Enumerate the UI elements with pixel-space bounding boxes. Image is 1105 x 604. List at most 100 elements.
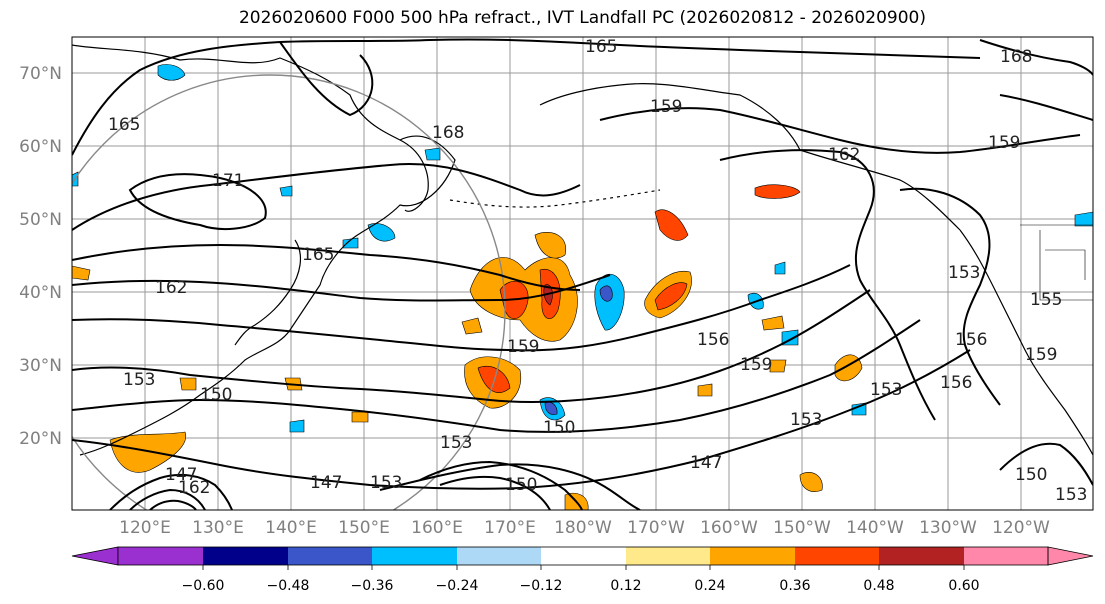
contour-label: 171 bbox=[212, 171, 244, 191]
contour-label: 147 bbox=[690, 453, 722, 473]
lon-label: 180°W bbox=[554, 518, 612, 538]
contour-label: 153 bbox=[370, 473, 402, 493]
contour-label: 162 bbox=[828, 145, 860, 165]
colorbar-segment bbox=[203, 547, 288, 565]
contour-line bbox=[439, 475, 551, 510]
colorbar-segment bbox=[288, 547, 372, 565]
japan-coastline bbox=[234, 239, 302, 346]
contour-line bbox=[979, 39, 1093, 76]
contour-line bbox=[72, 243, 581, 291]
lat-label: 50°N bbox=[19, 210, 62, 230]
negative-anomaly-patch bbox=[72, 147, 1093, 433]
lon-label: 150°W bbox=[773, 518, 831, 538]
contour-line bbox=[72, 349, 971, 490]
lon-label: 150°E bbox=[338, 518, 390, 538]
colorbar-segment bbox=[795, 547, 879, 565]
positive-anomaly-patch bbox=[72, 265, 91, 281]
colorbar-tick-label: −0.60 bbox=[182, 578, 225, 594]
positive-anomaly-patch bbox=[109, 431, 187, 473]
contour-label: 168 bbox=[432, 123, 464, 143]
contour-label: 168 bbox=[1000, 47, 1032, 67]
contour-line bbox=[109, 473, 233, 510]
contour-label: 159 bbox=[507, 337, 539, 357]
contour-label: 156 bbox=[955, 330, 987, 350]
map-title: 2026020600 F000 500 hPa refract., IVT La… bbox=[238, 8, 926, 28]
contour-line bbox=[72, 38, 981, 156]
contour-line bbox=[719, 149, 936, 421]
colorbar-tick-label: 0.24 bbox=[694, 578, 725, 594]
border-lines bbox=[1020, 224, 1093, 301]
contour-label: 153 bbox=[123, 370, 155, 390]
lat-label: 20°N bbox=[19, 429, 62, 449]
contour-label: 159 bbox=[1025, 345, 1057, 365]
positive-anomaly-patch bbox=[654, 209, 689, 241]
colorbar-tick-label: 0.48 bbox=[863, 578, 894, 594]
contour-label: 165 bbox=[302, 245, 334, 265]
lon-label: 130°W bbox=[919, 518, 977, 538]
lon-label: 160°E bbox=[411, 518, 463, 538]
lat-label: 30°N bbox=[19, 356, 62, 376]
contour-label: 147 bbox=[310, 473, 342, 493]
positive-anomaly-patch bbox=[499, 268, 561, 319]
colorbar-segment bbox=[879, 547, 964, 565]
contour-label: 150 bbox=[543, 418, 575, 438]
contour-label: 159 bbox=[740, 355, 772, 375]
kamchatka-coastline bbox=[399, 139, 429, 212]
latitude-labels: 70°N 60°N 50°N 40°N 30°N 20°N bbox=[19, 64, 62, 449]
contour-line bbox=[72, 264, 851, 352]
contour-label: 153 bbox=[1055, 485, 1087, 505]
contour-line bbox=[999, 94, 1093, 121]
contour-line bbox=[599, 107, 1081, 154]
lon-label: 120°W bbox=[992, 518, 1050, 538]
plot-frame bbox=[71, 36, 1094, 511]
negative-anomaly-patch bbox=[599, 285, 613, 302]
contour-line bbox=[72, 274, 611, 302]
coastlines bbox=[72, 44, 1093, 456]
lat-label: 70°N bbox=[19, 64, 62, 84]
alaska-coastline bbox=[539, 83, 961, 231]
colorbar-frame bbox=[117, 546, 1049, 566]
contour-label: 162 bbox=[155, 278, 187, 298]
lat-label: 40°N bbox=[19, 283, 62, 303]
lon-label: 140°W bbox=[846, 518, 904, 538]
negative-anomaly-patch bbox=[157, 64, 186, 81]
contour-label: 153 bbox=[440, 433, 472, 453]
asia-coastline bbox=[72, 44, 456, 456]
contour-line bbox=[72, 289, 871, 403]
lon-label: 170°W bbox=[627, 518, 685, 538]
contour-line bbox=[72, 163, 581, 231]
colorbar-segment bbox=[626, 547, 710, 565]
positive-anomaly-patch bbox=[179, 315, 787, 423]
contour-line bbox=[279, 41, 374, 117]
colorbar-tick-label: −0.24 bbox=[436, 578, 479, 594]
contour-line bbox=[419, 460, 583, 510]
contour-label: 155 bbox=[1030, 290, 1062, 310]
anomaly-fill-patches bbox=[72, 64, 1093, 510]
contour-label: 147 bbox=[165, 465, 197, 485]
contour-label: 159 bbox=[650, 97, 682, 117]
lon-label: 170°E bbox=[484, 518, 536, 538]
contour-label: 162 bbox=[178, 478, 210, 498]
contour-label: 153 bbox=[870, 380, 902, 400]
colorbar-segment bbox=[118, 547, 203, 565]
contour-label: 165 bbox=[585, 37, 617, 57]
positive-anomaly-patch bbox=[799, 471, 823, 492]
contour-label: 150 bbox=[505, 475, 537, 495]
colorbar-segment bbox=[964, 547, 1048, 565]
lon-label: 130°E bbox=[192, 518, 244, 538]
lon-label: 120°E bbox=[119, 518, 171, 538]
contour-label: 153 bbox=[790, 410, 822, 430]
contour-line bbox=[999, 442, 1093, 486]
contour-line bbox=[128, 173, 267, 230]
contour-label: 159 bbox=[988, 133, 1020, 153]
colorbar-segment bbox=[541, 547, 626, 565]
colorbar bbox=[71, 546, 1094, 570]
lon-label: 160°W bbox=[700, 518, 758, 538]
colorbar-tick-label: −0.36 bbox=[351, 578, 394, 594]
colorbar-segment bbox=[710, 547, 795, 565]
colorbar-tick-label: 0.60 bbox=[948, 578, 979, 594]
positive-anomaly-patch bbox=[534, 232, 567, 259]
contour-line bbox=[379, 463, 641, 510]
colorbar-tick-label: −0.12 bbox=[520, 578, 563, 594]
